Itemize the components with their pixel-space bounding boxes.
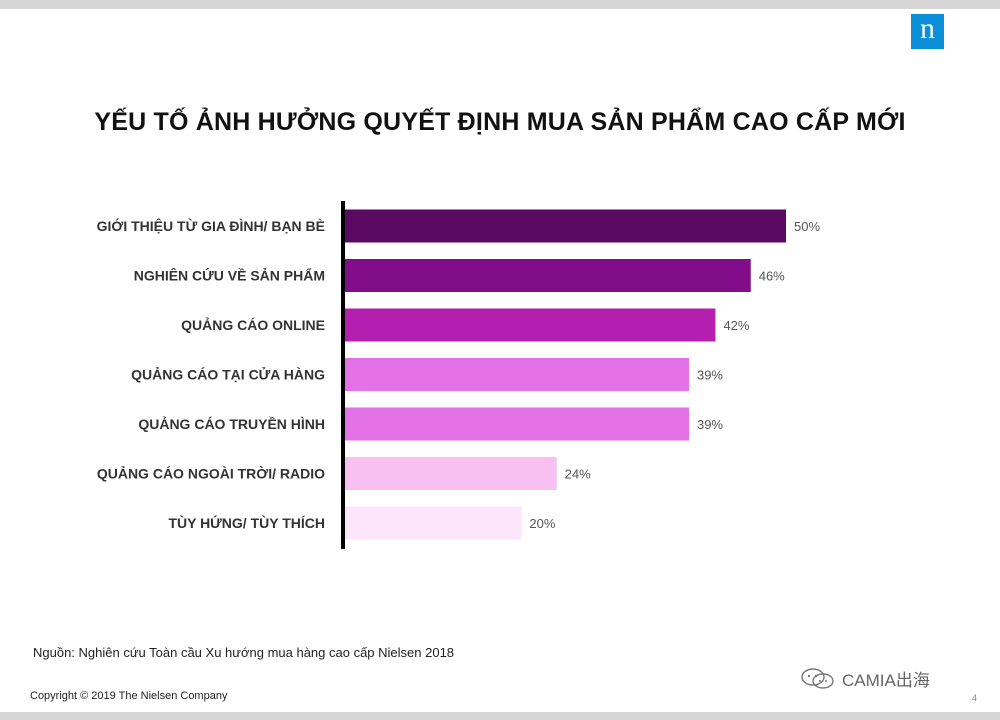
value-label: 46%: [759, 269, 785, 284]
chart-title: YẾU TỐ ẢNH HƯỞNG QUYẾT ĐỊNH MUA SẢN PHẨM…: [94, 108, 906, 136]
source-note: Nguồn: Nghiên cứu Toàn cầu Xu hướng mua …: [33, 645, 455, 660]
bar: [345, 407, 689, 441]
bar: [345, 358, 689, 391]
value-label: 39%: [697, 368, 723, 383]
bar: [345, 506, 522, 540]
value-label: 24%: [565, 467, 591, 482]
bar: [345, 259, 751, 292]
wechat-icon: [801, 667, 834, 689]
page-number: 4: [972, 693, 978, 703]
watermark: CAMIA出海: [800, 666, 930, 691]
bar: [345, 457, 557, 490]
bar: [345, 308, 716, 342]
value-label: 42%: [723, 318, 749, 333]
value-label: 50%: [794, 219, 820, 234]
watermark-text: CAMIA出海: [842, 671, 930, 690]
category-label: GIỚI THIỆU TỪ GIA ĐÌNH/ BẠN BÈ: [97, 217, 325, 234]
value-label: 20%: [529, 516, 555, 531]
copyright-text: Copyright © 2019 The Nielsen Company: [30, 690, 228, 702]
category-label: QUẢNG CÁO NGOÀI TRỜI/ RADIO: [97, 465, 325, 482]
category-label: QUẢNG CÁO ONLINE: [181, 317, 325, 333]
nielsen-logo: n: [911, 14, 944, 49]
top-band: [0, 0, 1000, 9]
bar-chart: GIỚI THIỆU TỪ GIA ĐÌNH/ BẠN BÈ 50% NGHIÊN …: [97, 201, 820, 549]
category-label: TÙY HỨNG/ TÙY THÍCH: [168, 514, 325, 531]
category-label: NGHIÊN CỨU VỀ SẢN PHẨM: [134, 267, 325, 284]
category-label: QUẢNG CÁO TẠI CỬA HÀNG: [131, 366, 325, 383]
bottom-band: [0, 712, 1000, 720]
value-label: 39%: [697, 417, 723, 432]
bar: [345, 209, 786, 243]
category-label: QUẢNG CÁO TRUYỀN HÌNH: [138, 416, 325, 432]
